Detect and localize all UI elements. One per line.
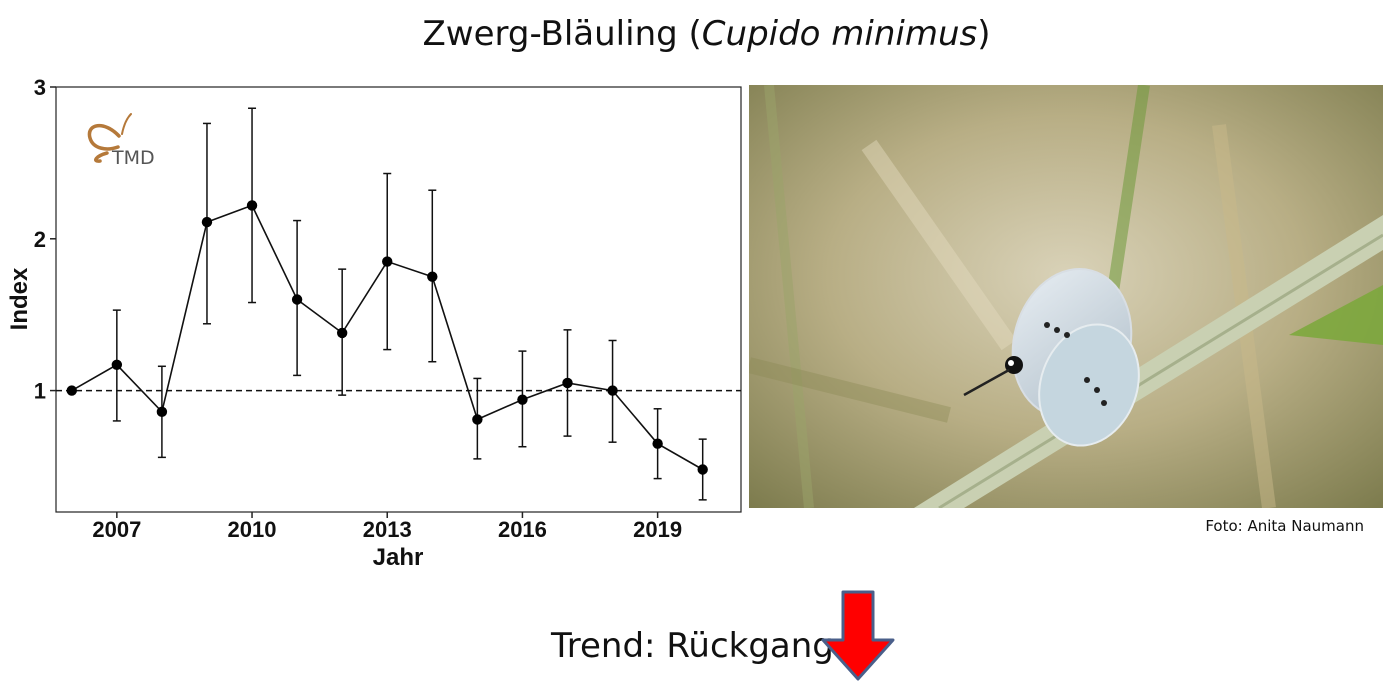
- logo-text: TMD: [111, 147, 155, 169]
- data-point: [652, 438, 663, 449]
- y-tick-label: 3: [34, 75, 46, 100]
- butterfly-photo: [749, 85, 1383, 508]
- title-scientific-name: Cupido minimus: [701, 14, 978, 54]
- data-point: [66, 385, 77, 396]
- arrow-down-icon: [821, 590, 895, 681]
- title-common-name: Zwerg-Bläuling: [422, 14, 678, 54]
- data-point: [201, 216, 213, 228]
- photo-credit: Foto: Anita Naumann: [1205, 517, 1364, 535]
- x-tick-label: 2013: [363, 517, 412, 542]
- data-point: [291, 294, 303, 305]
- butterfly-photo-illustration: [749, 85, 1383, 508]
- y-axis-label: Index: [6, 267, 33, 330]
- trend-label: Trend: Rückgang: [551, 626, 834, 666]
- index-chart: TMD 1 2 3 2007 2010 2013 2016 2019 Jahr Index: [6, 75, 742, 571]
- butterfly-wing-icon: [121, 113, 132, 135]
- butterfly-logo-icon: [87, 124, 121, 163]
- data-point: [156, 406, 168, 418]
- data-point: [336, 327, 348, 339]
- tmd-logo: TMD: [87, 113, 155, 169]
- data-point: [427, 271, 438, 282]
- data-point: [111, 359, 123, 370]
- y-tick-label: 1: [34, 379, 46, 404]
- x-tick-label: 2007: [92, 517, 141, 542]
- x-axis-label: Jahr: [373, 544, 424, 571]
- plot-frame: [55, 86, 742, 513]
- data-point: [246, 200, 258, 211]
- figure-title: Zwerg-Bläuling (Cupido minimus): [422, 14, 991, 54]
- data-point: [517, 394, 528, 405]
- data-point: [382, 256, 393, 267]
- data-point: [607, 385, 618, 396]
- x-tick-label: 2010: [228, 517, 277, 542]
- y-tick-label: 2: [34, 227, 46, 252]
- data-point: [562, 377, 573, 389]
- data-point: [697, 464, 708, 475]
- x-tick-label: 2019: [633, 517, 682, 542]
- data-point: [472, 414, 483, 425]
- x-tick-label: 2016: [498, 517, 547, 542]
